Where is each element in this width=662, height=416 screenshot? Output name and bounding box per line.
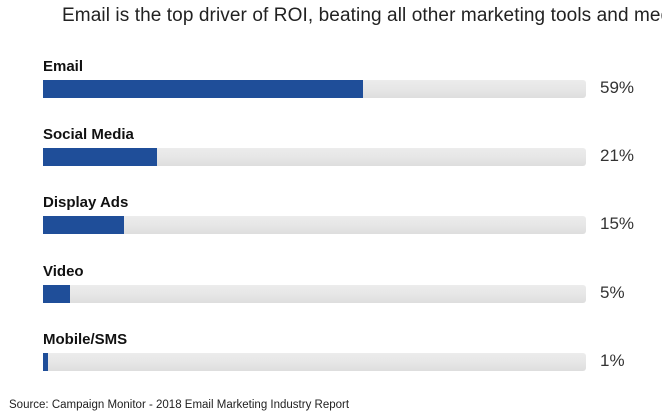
- bar-track: [43, 285, 586, 303]
- value-label: 59%: [600, 78, 635, 97]
- source-note: Source: Campaign Monitor - 2018 Email Ma…: [9, 399, 350, 411]
- category-label: Social Media: [43, 126, 134, 143]
- bar-track: [43, 216, 586, 234]
- bar-row-display-ads: Display Ads 15%: [0, 194, 662, 254]
- bar-fill-social-media: [43, 148, 158, 166]
- category-label: Email: [43, 58, 84, 75]
- bar-row-video: Video 5%: [0, 263, 662, 323]
- value-label: 15%: [600, 214, 635, 233]
- bar-fill-email: [43, 80, 364, 98]
- chart-title: Email is the top driver of ROI, beating …: [62, 5, 662, 26]
- bar-track: [43, 353, 586, 371]
- category-label: Mobile/SMS: [43, 331, 128, 348]
- value-label: 21%: [600, 146, 635, 165]
- value-label: 5%: [600, 283, 625, 302]
- bar-row-mobile-sms: Mobile/SMS 1%: [0, 331, 662, 391]
- category-label: Video: [43, 263, 84, 280]
- bar-row-email: Email 59%: [0, 58, 662, 118]
- bar-row-social-media: Social Media 21%: [0, 126, 662, 186]
- category-label: Display Ads: [43, 194, 129, 211]
- bar-track: [43, 148, 586, 166]
- bar-track: [43, 80, 586, 98]
- bar-fill-video: [43, 285, 71, 303]
- bar-fill-mobile-sms: [43, 353, 49, 371]
- value-label: 1%: [600, 351, 625, 370]
- bar-fill-display-ads: [43, 216, 125, 234]
